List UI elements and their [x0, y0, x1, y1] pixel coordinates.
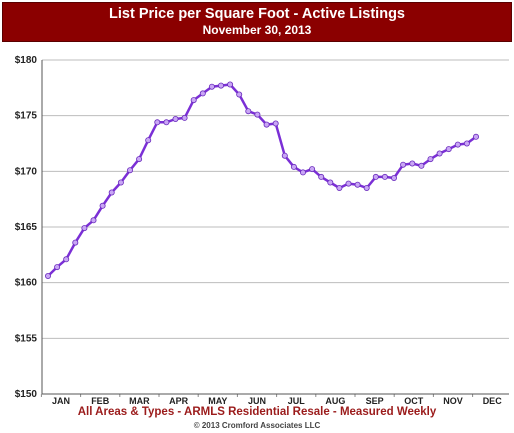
data-point	[390, 174, 397, 181]
data-point	[172, 116, 179, 123]
data-point	[72, 239, 79, 246]
footer-copyright: © 2013 Cromford Associates LLC	[193, 421, 321, 430]
data-point	[154, 119, 161, 126]
chart-header: List Price per Square Foot - Active List…	[2, 2, 512, 42]
data-point	[409, 160, 416, 167]
data-point	[181, 114, 188, 121]
x-tick-label: FEB	[91, 396, 110, 406]
data-point	[227, 81, 234, 88]
data-point	[472, 133, 479, 140]
footer-caption: All Areas & Types - ARMLS Residential Re…	[77, 406, 437, 418]
y-tick-label: $165	[15, 222, 38, 233]
x-tick-label: OCT	[404, 396, 424, 406]
data-point	[372, 173, 379, 180]
data-point	[354, 181, 361, 188]
data-point	[63, 256, 70, 263]
x-tick-label: SEP	[366, 396, 384, 406]
x-tick-label: APR	[169, 396, 189, 406]
data-point	[145, 137, 152, 144]
data-point	[336, 184, 343, 191]
chart-title: List Price per Square Foot - Active List…	[109, 6, 405, 22]
y-tick-label: $175	[15, 111, 38, 122]
x-tick-label: JUN	[248, 396, 266, 406]
data-point	[381, 173, 388, 180]
data-point	[345, 180, 352, 187]
data-point	[254, 111, 261, 118]
data-point	[199, 90, 206, 97]
data-point	[108, 189, 115, 196]
y-tick-label: $170	[15, 166, 38, 177]
data-point	[263, 121, 270, 128]
data-point	[299, 169, 306, 176]
x-tick-label: DEC	[483, 396, 503, 406]
data-point	[190, 97, 197, 104]
data-point	[236, 91, 243, 98]
x-tick-label: JAN	[52, 396, 70, 406]
data-point	[127, 167, 134, 174]
data-point	[327, 179, 334, 186]
data-point	[217, 82, 224, 89]
x-tick-label: AUG	[325, 396, 345, 406]
y-tick-label: $155	[15, 333, 38, 344]
data-point	[272, 120, 279, 127]
data-point	[245, 108, 252, 115]
data-point	[400, 161, 407, 168]
data-point	[90, 217, 97, 224]
y-tick-label: $150	[15, 389, 38, 400]
data-point	[309, 166, 316, 173]
data-point	[281, 152, 288, 159]
data-point	[463, 140, 470, 147]
data-point	[81, 225, 88, 232]
x-tick-label: MAR	[129, 396, 150, 406]
data-point	[418, 162, 425, 169]
data-point	[54, 264, 61, 271]
data-point	[427, 156, 434, 163]
data-point	[99, 202, 106, 209]
x-tick-label: JUL	[288, 396, 306, 406]
data-point	[436, 150, 443, 157]
chart-subtitle: November 30, 2013	[202, 23, 312, 37]
data-point	[117, 179, 124, 186]
x-tick-label: MAY	[208, 396, 227, 406]
data-point	[445, 146, 452, 153]
data-point	[318, 173, 325, 180]
data-point	[45, 272, 52, 279]
data-point	[363, 184, 370, 191]
data-point	[290, 163, 297, 170]
x-tick-label: NOV	[443, 396, 463, 406]
data-point	[208, 83, 215, 90]
y-tick-label: $160	[15, 278, 38, 289]
data-point	[136, 156, 143, 163]
data-point	[163, 119, 170, 126]
data-point	[454, 141, 461, 148]
y-tick-label: $180	[15, 55, 38, 66]
